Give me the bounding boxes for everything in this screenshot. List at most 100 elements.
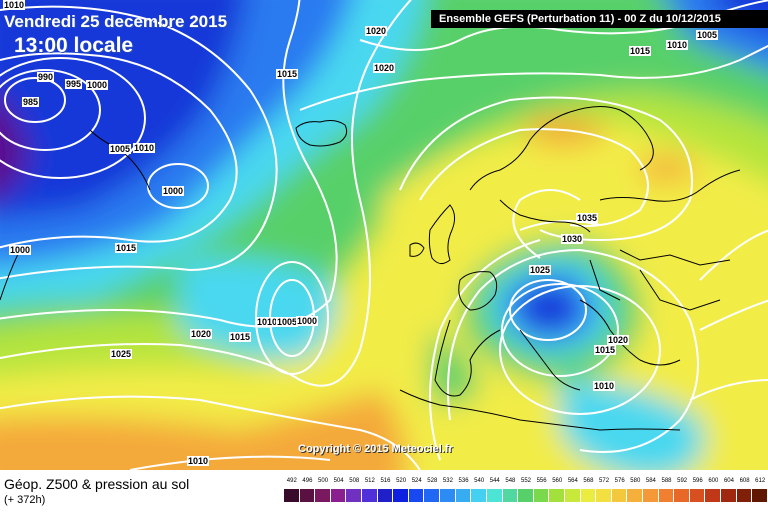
color-scale-swatch — [518, 489, 534, 502]
copyright-text: Copyright © 2015 Meteociel.fr — [298, 443, 453, 455]
color-scale-value: 544 — [489, 478, 500, 484]
pressure-label: 1000 — [162, 186, 185, 196]
color-scale-value: 560 — [552, 478, 563, 484]
color-scale-value: 580 — [630, 478, 641, 484]
pressure-label: 1010 — [3, 0, 26, 10]
color-scale-labels: 492 496 500 504 508 512 516 520 524 528 532 536 540 5… — [284, 478, 768, 488]
color-scale-swatch — [549, 489, 565, 502]
pressure-label: 1005 — [696, 30, 719, 40]
color-scale-value: 572 — [599, 478, 610, 484]
color-scale-value: 576 — [614, 478, 625, 484]
pressure-label: 1035 — [576, 213, 599, 223]
color-scale-swatch — [596, 489, 612, 502]
color-scale-value: 508 — [349, 478, 360, 484]
color-scale-swatch — [471, 489, 487, 502]
color-scale-value: 592 — [677, 478, 688, 484]
color-scale-swatch — [627, 489, 644, 502]
color-scale-swatch — [346, 489, 363, 502]
pressure-label: 1005 — [276, 317, 299, 327]
color-scale-bar — [284, 489, 768, 502]
color-scale-value: 500 — [318, 478, 329, 484]
forecast-date: Vendredi 25 decembre 2015 — [4, 12, 228, 31]
color-scale-swatch — [674, 489, 690, 502]
pressure-label: 1015 — [115, 243, 138, 253]
color-scale-swatch — [377, 489, 394, 502]
color-scale-value: 548 — [505, 478, 516, 484]
pressure-label: 1010 — [593, 381, 616, 391]
color-scale-swatch — [752, 489, 768, 502]
color-scale-swatch — [440, 489, 456, 502]
color-scale-swatch — [330, 489, 347, 502]
color-scale-value: 556 — [536, 478, 547, 484]
pressure-label: 1000 — [86, 80, 109, 90]
coastlines — [0, 106, 741, 431]
pressure-label: 1020 — [607, 335, 630, 345]
pressure-label: 1015 — [594, 345, 617, 355]
color-scale-value: 540 — [474, 478, 485, 484]
pressure-label: 1020 — [190, 329, 213, 339]
color-scale-value: 532 — [442, 478, 453, 484]
pressure-label: 985 — [22, 97, 40, 107]
pressure-label: 1010 — [133, 143, 156, 153]
color-scale-swatch — [689, 489, 706, 502]
weather-map: Vendredi 25 decembre 2015 13:00 locale E… — [0, 0, 768, 470]
color-scale-swatch — [408, 489, 425, 502]
color-scale-swatch — [736, 489, 753, 502]
model-run-info: Ensemble GEFS (Perturbation 11) - 00 Z d… — [431, 10, 768, 28]
color-scale-swatch — [580, 489, 597, 502]
color-scale-swatch — [284, 489, 300, 502]
color-scale-swatch — [502, 489, 519, 502]
pressure-label: 1010 — [256, 317, 279, 327]
pressure-label: 995 — [65, 79, 83, 89]
pressure-label: 1000 — [296, 316, 319, 326]
color-scale-value: 588 — [661, 478, 672, 484]
color-scale-value: 516 — [380, 478, 391, 484]
color-scale-swatch — [393, 489, 409, 502]
color-scale-swatch — [611, 489, 628, 502]
pressure-label: 1020 — [365, 26, 388, 36]
legend-title: Géop. Z500 & pression au sol — [4, 476, 190, 492]
color-scale-swatch — [455, 489, 472, 502]
color-scale-value: 492 — [286, 478, 297, 484]
color-scale-swatch — [299, 489, 316, 502]
pressure-label: 1030 — [561, 234, 584, 244]
color-scale-value: 496 — [302, 478, 313, 484]
pressure-label: 1025 — [529, 265, 552, 275]
color-scale-value: 524 — [411, 478, 422, 484]
pressure-label: 1010 — [666, 40, 689, 50]
color-scale-value: 568 — [583, 478, 594, 484]
color-scale-value: 520 — [396, 478, 407, 484]
color-scale-value: 512 — [364, 478, 375, 484]
color-scale-swatch — [721, 489, 737, 502]
color-scale-value: 596 — [692, 478, 703, 484]
pressure-label: 1015 — [629, 46, 652, 56]
color-scale-swatch — [315, 489, 331, 502]
color-scale-value: 604 — [723, 478, 734, 484]
color-scale-swatch — [486, 489, 503, 502]
color-scale-swatch — [643, 489, 659, 502]
color-scale-value: 536 — [458, 478, 469, 484]
color-scale-swatch — [564, 489, 581, 502]
pressure-label: 1015 — [229, 332, 252, 342]
color-scale-swatch — [705, 489, 722, 502]
pressure-label: 1015 — [276, 69, 299, 79]
color-scale-swatch — [424, 489, 441, 502]
color-scale-swatch — [533, 489, 550, 502]
color-scale-value: 504 — [333, 478, 344, 484]
color-scale-value: 584 — [645, 478, 656, 484]
color-scale-value: 552 — [520, 478, 531, 484]
pressure-label: 990 — [37, 72, 55, 82]
color-scale-value: 608 — [739, 478, 750, 484]
forecast-time: 13:00 locale — [14, 34, 134, 57]
color-scale-swatch — [362, 489, 378, 502]
legend-subtitle: (+ 372h) — [4, 494, 46, 506]
pressure-label: 1005 — [109, 144, 132, 154]
color-scale-value: 564 — [567, 478, 578, 484]
color-scale-value: 528 — [427, 478, 438, 484]
pressure-label: 1020 — [373, 63, 396, 73]
color-scale-swatch — [658, 489, 675, 502]
pressure-label: 1010 — [187, 456, 210, 466]
legend-panel: Géop. Z500 & pression au sol (+ 372h) 49… — [0, 470, 768, 512]
pressure-label: 1000 — [9, 245, 32, 255]
map-canvas — [0, 0, 768, 470]
